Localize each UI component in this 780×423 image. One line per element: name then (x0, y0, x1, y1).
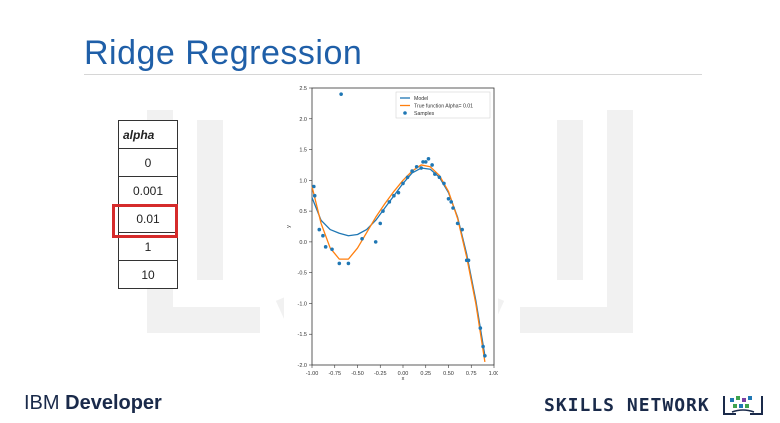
plot-frame (311, 87, 495, 366)
sample-point (387, 200, 392, 204)
legend-label-2: Samples (414, 111, 435, 117)
x-tick-label: -0.50 (351, 371, 364, 377)
alpha-value-10: 10 (118, 261, 178, 289)
sample-point (481, 344, 485, 349)
y-tick-label: 0.0 (299, 240, 307, 246)
sample-point (423, 160, 428, 164)
sample-point (442, 181, 446, 186)
x-tick-label: 0.25 (420, 371, 431, 377)
sample-point (437, 175, 442, 180)
legend-swatch-2 (403, 111, 407, 115)
footer-left-bold: Developer (65, 392, 162, 414)
sample-point (449, 200, 454, 204)
x-tick-label: -0.25 (374, 371, 387, 377)
series-line-1 (311, 164, 486, 363)
y-axis-label: y (286, 225, 292, 228)
sample-point (378, 221, 383, 226)
sample-point (410, 169, 414, 173)
slide-title: Ridge Regression (84, 34, 363, 72)
x-tick-label: 0.00 (398, 371, 409, 377)
y-tick-label: 1.5 (299, 148, 307, 154)
y-tick-label: 0.5 (299, 209, 307, 215)
sample-point (323, 245, 328, 249)
sample-point (419, 166, 423, 170)
sample-point (373, 240, 378, 244)
sample-point (478, 326, 483, 330)
ibm-developer-logo: IBM Developer (24, 392, 162, 415)
x-axis-label: x (402, 376, 405, 380)
alpha-table-header: alpha (118, 120, 178, 149)
x-tick-label: 0.75 (466, 371, 477, 377)
sample-point (421, 160, 425, 164)
sample-point (401, 181, 405, 186)
sample-point (346, 261, 351, 266)
sample-point (446, 197, 451, 201)
x-tick-label: 0.50 (443, 371, 454, 377)
alpha-value-0: 0 (118, 149, 178, 177)
sample-point (312, 193, 317, 198)
sample-point (321, 233, 325, 238)
chart-svg: -1.00 -0.75 -0.50 -0.25 0.00 0.25 0.50 0.75 1.00… (286, 86, 498, 380)
sample-point (433, 172, 437, 176)
y-tick-label: -1.0 (298, 301, 307, 307)
sample-point (405, 175, 410, 180)
alpha-value-0-001: 0.001 (118, 177, 178, 205)
series-line-0 (311, 167, 486, 356)
y-tick-label: -2.0 (298, 363, 307, 369)
sample-point (460, 227, 464, 232)
legend-label-0: Model (414, 96, 428, 102)
y-tick-label: 2.0 (299, 117, 307, 123)
sample-point (392, 193, 396, 198)
sample-point (330, 247, 334, 252)
sample-point (337, 261, 342, 266)
ridge-plot: -1.00 -0.75 -0.50 -0.25 0.00 0.25 0.50 0.75 1.00… (284, 80, 498, 380)
alpha-value-0-01: 0.01 (118, 205, 178, 233)
title-divider (84, 74, 702, 75)
highlight-box (112, 204, 178, 238)
sample-point (466, 258, 471, 263)
alpha-table: alpha 0 0.001 0.01 1 10 (118, 120, 178, 289)
sample-point (339, 92, 343, 96)
y-tick-label: 2.5 (299, 86, 307, 92)
y-tick-label: 1.0 (299, 178, 307, 184)
sample-point (317, 227, 322, 232)
skills-network-label: SKILLS NETWORK (544, 395, 710, 416)
sample-point (360, 237, 364, 241)
sample-point (414, 164, 419, 169)
skills-network-icon (723, 396, 763, 415)
x-tick-label: -0.75 (328, 371, 341, 377)
sample-point (426, 156, 431, 161)
footer-left-regular: IBM (24, 392, 66, 414)
sample-point (381, 209, 385, 213)
y-tick-label: -1.5 (298, 332, 307, 338)
legend-box (395, 91, 491, 119)
y-tick-label: -0.5 (298, 271, 307, 277)
sample-point (451, 206, 455, 210)
x-tick-label: 1.00 (489, 371, 498, 377)
x-tick-label: -1.00 (306, 371, 319, 377)
sample-point (430, 163, 434, 167)
sample-point (312, 184, 316, 189)
sample-point (483, 353, 487, 358)
legend-label-1: True function Alpha= 0.01 (414, 104, 473, 110)
sample-point (396, 190, 401, 195)
sample-point (455, 221, 460, 226)
